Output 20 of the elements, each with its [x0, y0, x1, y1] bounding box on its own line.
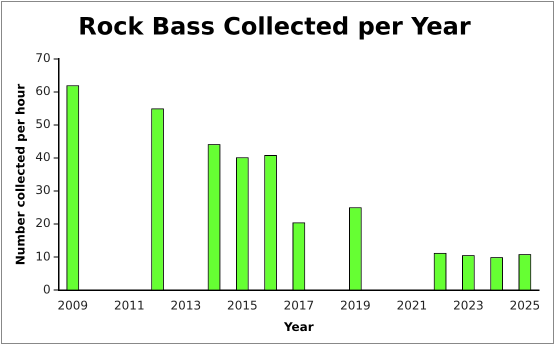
y-tick-label: 70: [35, 50, 51, 65]
x-tick-label: 2009: [58, 298, 88, 313]
y-tick-label: 60: [35, 84, 51, 98]
x-tick-label: 2023: [453, 298, 484, 313]
y-tick-label: 0: [43, 282, 51, 296]
chart-title: Rock Bass Collected per Year: [78, 12, 471, 41]
x-axis-title: Year: [282, 320, 314, 334]
y-tick-label: 30: [35, 183, 51, 198]
y-tick-label: 20: [35, 216, 51, 230]
y-tick-label: 50: [35, 117, 51, 132]
x-tick-label: 2017: [284, 298, 314, 313]
y-tick-label: 40: [35, 150, 51, 164]
y-axis-title: Number collected per hour: [13, 84, 28, 266]
x-tick-label: 2019: [340, 298, 371, 313]
y-tick-label: 10: [35, 249, 51, 264]
x-tick-label: 2025: [510, 298, 540, 313]
x-tick-label: 2013: [170, 298, 202, 313]
x-tick-label: 2021: [396, 298, 428, 313]
x-tick-label: 2015: [227, 298, 258, 313]
x-tick-label: 2011: [114, 298, 145, 313]
